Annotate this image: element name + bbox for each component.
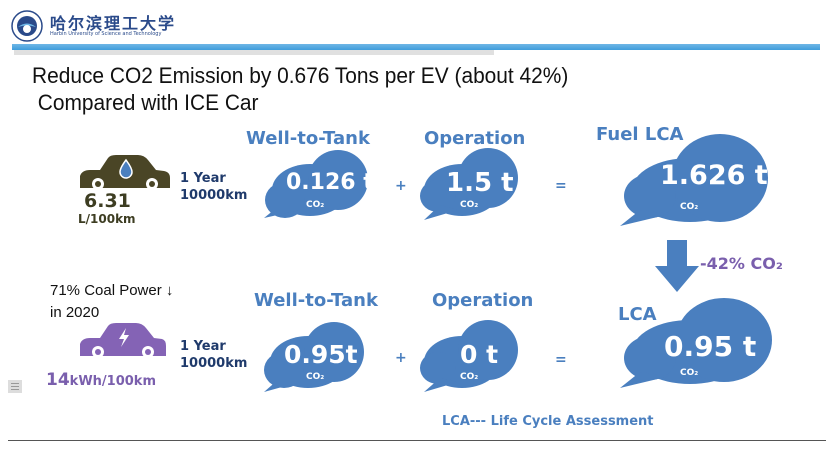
ev-operation-label: Operation (432, 290, 534, 311)
ev-total-value: 0.95 t (664, 330, 757, 363)
ice-operation-co2: CO₂ (460, 200, 479, 210)
ice-total-label: Fuel LCA (596, 124, 684, 145)
ev-operation-value: 0 t (460, 340, 499, 369)
ev-equals: = (555, 352, 567, 368)
ice-period-line1: 1 Year (180, 171, 226, 186)
ice-wtt-value: 0.126 t (286, 170, 374, 195)
slide-title: Reduce CO2 Emission by 0.676 Tons per EV… (32, 62, 568, 116)
reduction-label: -42% CO₂ (700, 254, 783, 273)
ev-wtt-value: 0.95t (284, 340, 358, 369)
title-line-2: Compared with ICE Car (32, 90, 259, 115)
ev-wtt-co2: CO₂ (306, 372, 325, 382)
ice-period-line2: 10000km (180, 188, 248, 203)
university-name-en: Harbin University of Science and Technol… (50, 31, 162, 37)
menu-icon[interactable] (8, 380, 22, 393)
ice-consumption-value: 6.31 (84, 190, 131, 212)
ev-wtt-cloud (264, 322, 364, 392)
down-arrow-icon (655, 240, 699, 292)
coal-line2: in 2020 (50, 304, 100, 321)
ev-total-co2: CO₂ (680, 368, 699, 378)
ev-period-line2: 10000km (180, 356, 248, 371)
ice-operation-value: 1.5 t (446, 168, 514, 198)
ev-total-label: LCA (618, 304, 657, 325)
ice-total-co2: CO₂ (680, 202, 699, 212)
ev-period-line1: 1 Year (180, 339, 226, 354)
ev-consumption: 14kWh/100km (46, 370, 156, 390)
ev-operation-co2: CO₂ (460, 372, 479, 382)
ice-wtt-cloud (264, 150, 368, 218)
ev-wtt-label: Well-to-Tank (254, 290, 378, 311)
coal-power-note: 71% Coal Power ↓ in 2020 (50, 280, 173, 324)
title-line-1: Reduce CO2 Emission by 0.676 Tons per EV… (32, 63, 569, 88)
ev-consumption-unit: kWh/100km (69, 374, 156, 389)
header-shadow (14, 50, 494, 55)
electric-car-icon (80, 323, 166, 358)
ice-period: 1 Year 10000km (180, 170, 247, 204)
bottom-divider (8, 440, 826, 441)
ice-wtt-co2: CO₂ (306, 200, 325, 210)
coal-line1: 71% Coal Power ↓ (50, 282, 174, 299)
ev-total-cloud (620, 298, 772, 388)
ice-plus: + (395, 178, 407, 194)
fuel-car-icon (80, 155, 170, 190)
university-name-cn: 哈尔滨理工大学 (50, 14, 177, 33)
ice-total-value: 1.626 t (660, 160, 768, 191)
lca-footnote: LCA--- Life Cycle Assessment (442, 414, 654, 429)
ice-wtt-label: Well-to-Tank (246, 128, 370, 149)
ev-period: 1 Year 10000km (180, 338, 247, 372)
ice-operation-label: Operation (424, 128, 526, 149)
ev-consumption-value: 14 (46, 370, 70, 390)
ev-plus: + (395, 350, 407, 366)
header-bar (12, 44, 820, 50)
ev-operation-cloud (420, 320, 518, 392)
ice-equals: = (555, 178, 567, 194)
ice-consumption-unit: L/100km (78, 212, 136, 226)
university-emblem-icon (11, 10, 43, 42)
ice-operation-cloud (420, 148, 518, 220)
ice-total-cloud (620, 134, 768, 226)
